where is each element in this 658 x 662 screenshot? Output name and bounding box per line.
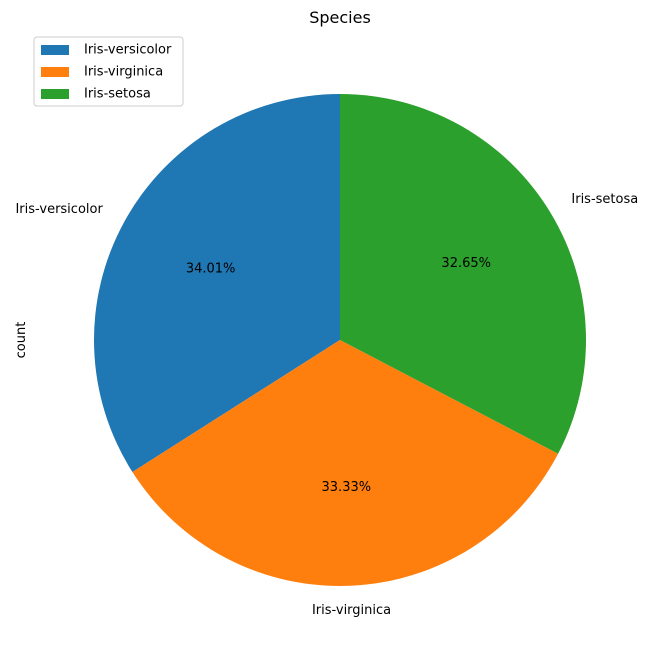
legend-label-iris-versicolor: Iris-versicolor bbox=[84, 43, 172, 58]
legend-swatch-iris-setosa bbox=[41, 89, 69, 99]
legend-swatch-iris-virginica bbox=[41, 67, 69, 77]
slice-label-iris-versicolor: Iris-versicolor bbox=[15, 202, 103, 217]
pie-slices bbox=[94, 94, 586, 586]
slice-percent-iris-virginica: 33.33% bbox=[322, 480, 372, 495]
slice-label-iris-virginica: Iris-virginica bbox=[312, 603, 391, 618]
legend: Iris-versicolor Iris-virginica Iris-setosa bbox=[33, 36, 184, 107]
slice-percent-iris-versicolor: 34.01% bbox=[186, 261, 236, 276]
pie-slice-iris-setosa bbox=[340, 94, 586, 454]
chart-title: Species bbox=[309, 8, 371, 27]
y-axis-label: count bbox=[14, 322, 29, 359]
legend-label-iris-setosa: Iris-setosa bbox=[84, 87, 151, 102]
pie-slice-iris-versicolor bbox=[94, 94, 340, 472]
legend-frame bbox=[33, 36, 184, 107]
legend-label-iris-virginica: Iris-virginica bbox=[84, 65, 163, 80]
pie-slice-iris-virginica bbox=[132, 340, 559, 586]
slice-labels: Iris-versicolor 34.01% Iris-virginica 33.33… bbox=[15, 192, 638, 618]
slice-label-iris-setosa: Iris-setosa bbox=[571, 192, 638, 207]
legend-swatch-iris-versicolor bbox=[41, 45, 69, 55]
slice-percent-iris-setosa: 32.65% bbox=[441, 256, 491, 271]
legend-entries: Iris-versicolor Iris-virginica Iris-setosa bbox=[41, 43, 172, 102]
